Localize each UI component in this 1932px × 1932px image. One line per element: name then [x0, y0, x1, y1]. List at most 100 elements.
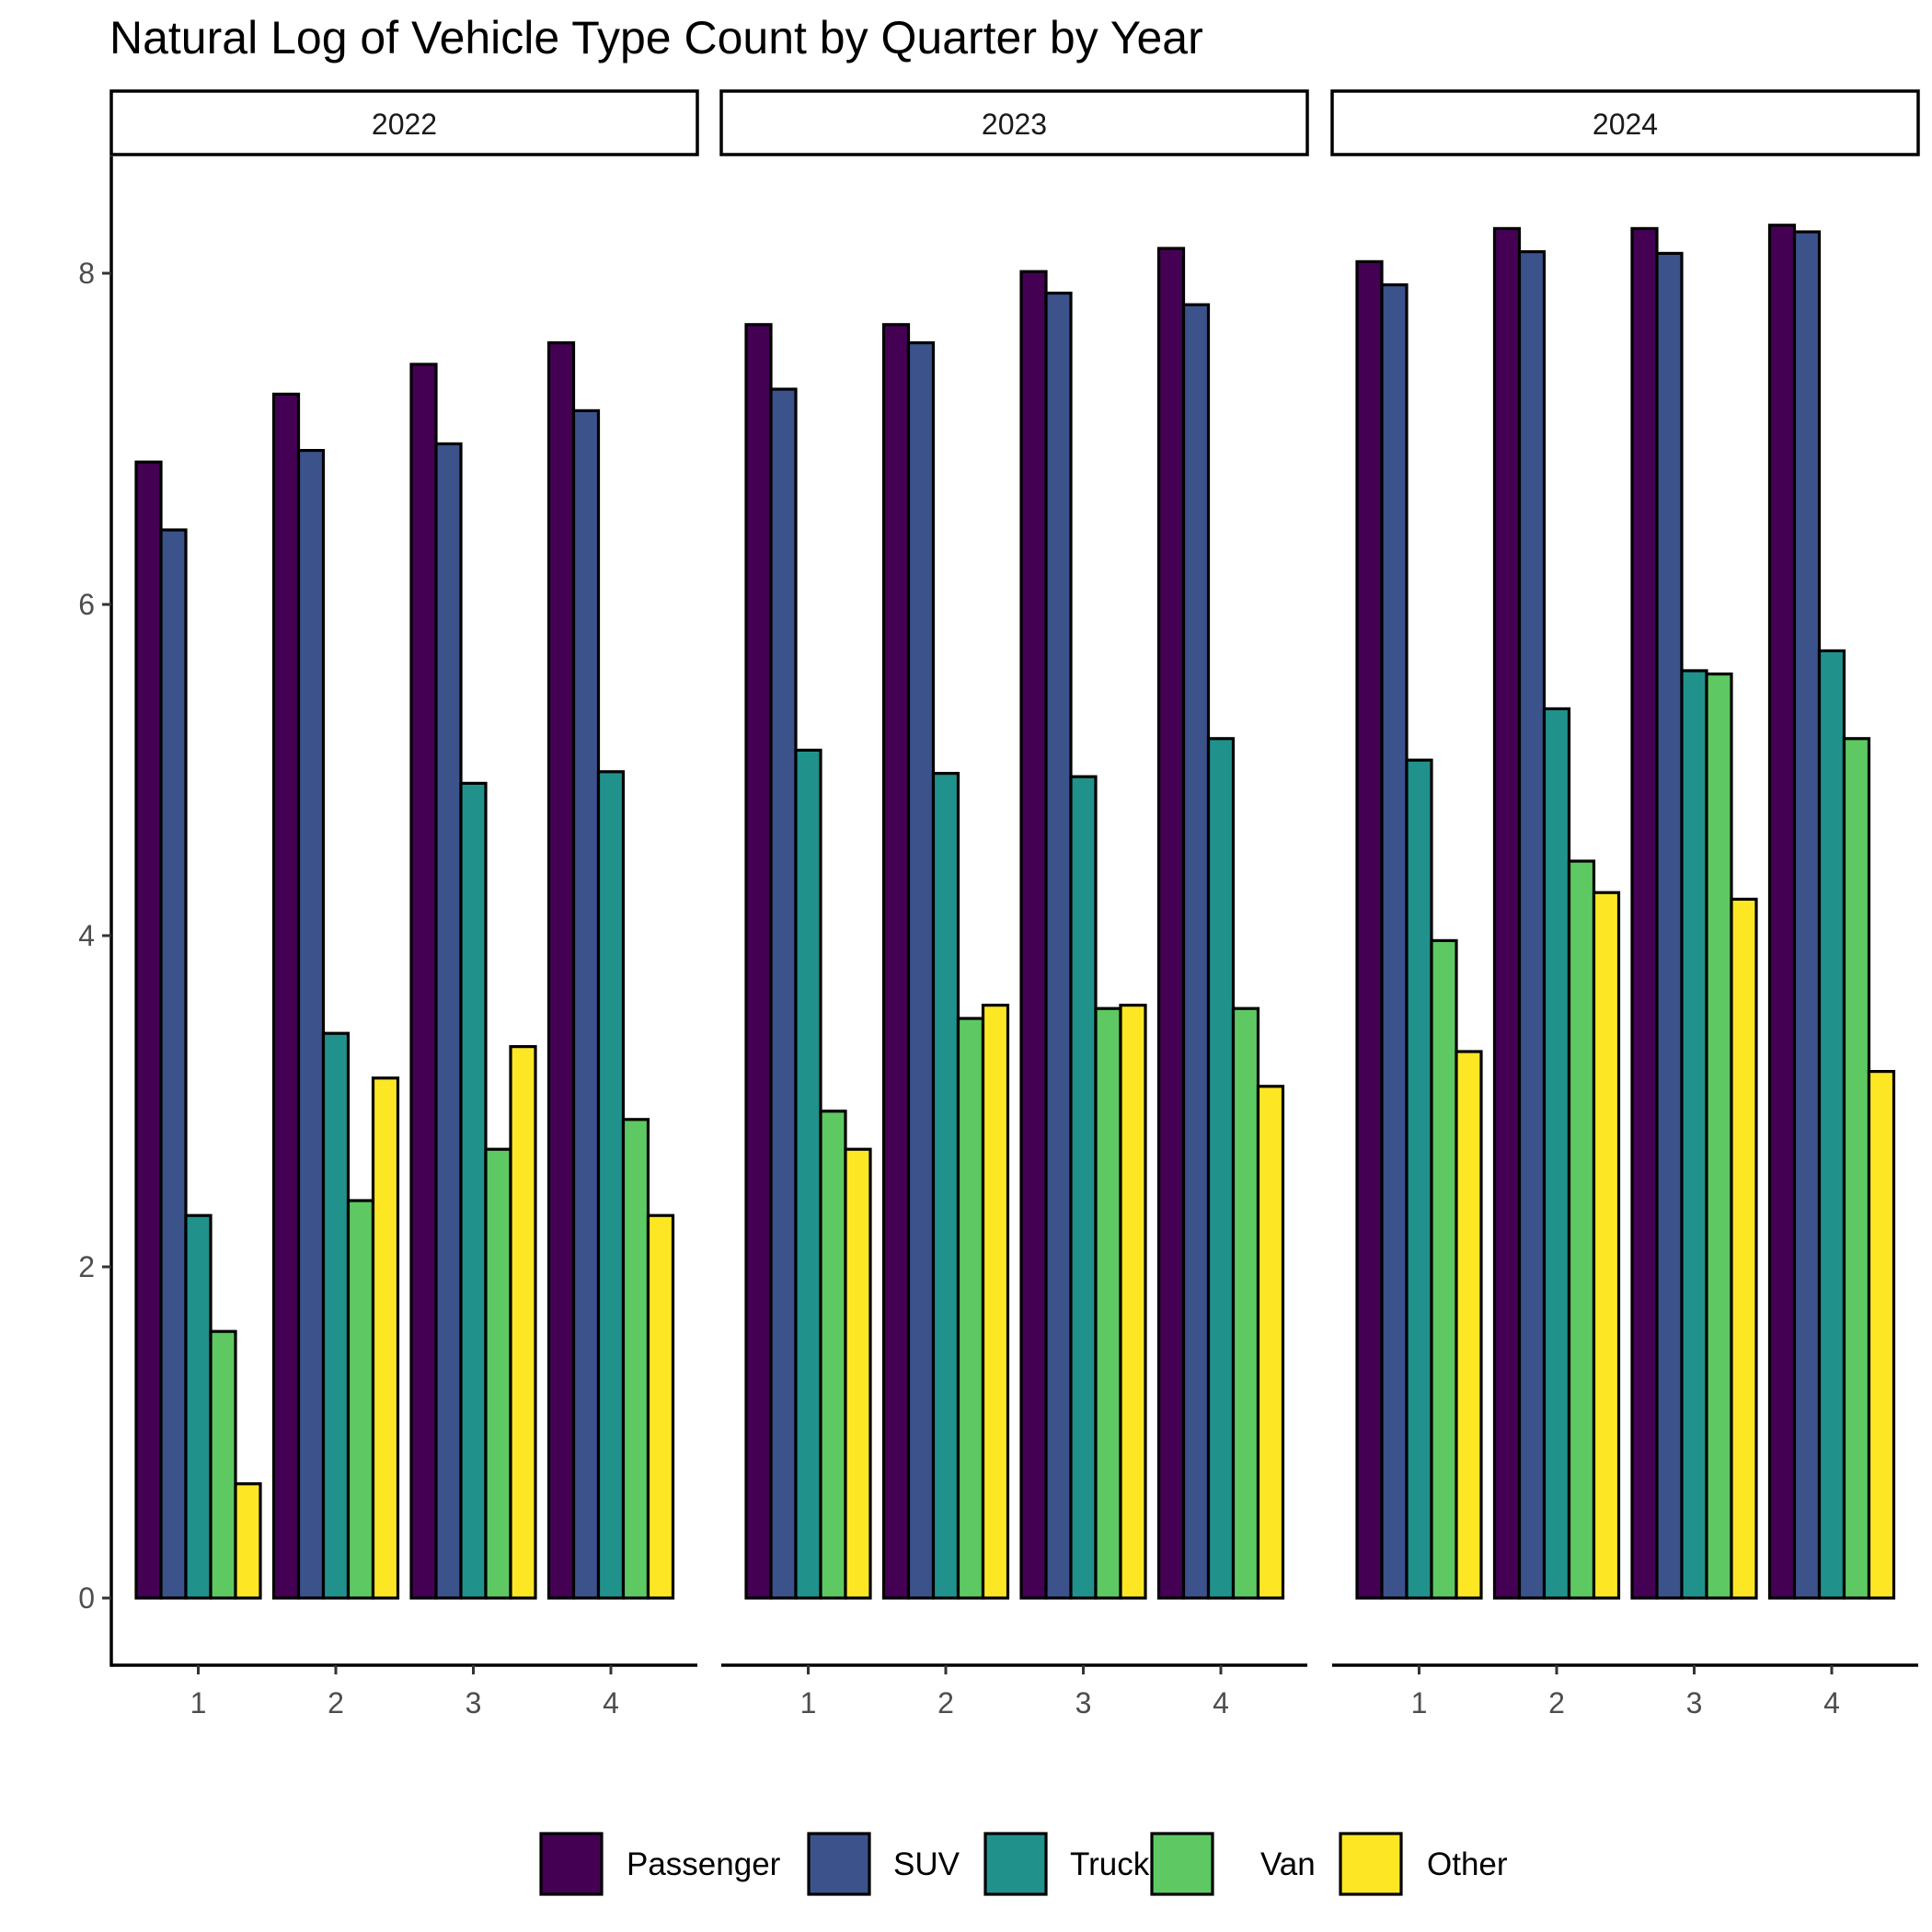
bar-2023-q3-van: [1094, 1006, 1122, 1600]
bar-2022-q4-truck: [596, 770, 626, 1600]
bar-2022-q2-other: [371, 1076, 400, 1600]
x-tick-label: 4: [1213, 1686, 1229, 1719]
bar-2023-q3-truck: [1069, 775, 1098, 1600]
legend-item-van: Van: [1150, 1832, 1316, 1896]
bar-2022-q3-van: [484, 1147, 512, 1600]
x-tick-label: 4: [603, 1686, 619, 1719]
x-tick-label: 2: [937, 1686, 954, 1719]
bar-2024-q4-other: [1867, 1069, 1896, 1600]
bar-2023-q4-passenger: [1156, 247, 1186, 1600]
bars-2022: [134, 341, 675, 1600]
bar-2024-q4-suv: [1792, 230, 1822, 1600]
bar-2023-q2-passenger: [881, 323, 911, 1600]
bar-2023-q1-suv: [769, 387, 798, 1600]
y-tick-label: 0: [78, 1581, 95, 1615]
bar-2022-q3-other: [509, 1044, 537, 1600]
bar-2022-q1-other: [234, 1482, 262, 1600]
bar-2022-q2-passenger: [271, 392, 301, 1600]
legend-key-van: [1150, 1832, 1214, 1896]
bar-2023-q3-suv: [1044, 292, 1073, 1600]
bar-2022-q4-suv: [571, 408, 601, 1600]
facet-strip-label: 2022: [372, 108, 437, 141]
legend-item-other: Other: [1339, 1832, 1508, 1896]
legend-label: SUV: [893, 1846, 960, 1882]
chart-title: Natural Log of Vehicle Type Count by Qua…: [109, 12, 1203, 63]
bar-2022-q2-van: [346, 1199, 375, 1600]
legend-item-passenger: Passenger: [539, 1832, 781, 1896]
bar-2024-q3-other: [1730, 897, 1758, 1600]
bar-2022-q3-suv: [434, 442, 463, 1600]
bars-2023: [744, 247, 1285, 1600]
bar-2024-q2-passenger: [1492, 226, 1522, 1600]
bar-2022-q3-truck: [459, 781, 488, 1600]
bar-2023-q4-other: [1256, 1085, 1285, 1600]
bar-2022-q2-suv: [296, 449, 326, 1600]
x-tick-label: 2: [328, 1686, 344, 1719]
bar-2023-q4-suv: [1181, 303, 1211, 1600]
facet-strip-2022: [109, 89, 699, 156]
bar-2023-q1-truck: [794, 748, 822, 1600]
bar-2024-q2-truck: [1542, 707, 1571, 1600]
bar-2022-q4-other: [646, 1213, 675, 1600]
bar-2024-q4-passenger: [1767, 224, 1797, 1600]
facet-panel-2022: 2022 1 2 3 4 0 2 4 6 8: [78, 89, 699, 1719]
bars-2024: [1355, 224, 1896, 1600]
bar-2023-q1-van: [819, 1110, 847, 1600]
bar-2022-q2-truck: [321, 1031, 351, 1600]
legend-key-suv: [807, 1832, 871, 1896]
y-tick-label: 6: [78, 588, 95, 621]
legend-key-truck: [983, 1832, 1048, 1896]
legend-label: Passenger: [627, 1846, 781, 1882]
facet-strip-2024: [1330, 89, 1920, 156]
bar-2024-q2-other: [1592, 891, 1621, 1600]
bar-2024-q4-truck: [1817, 649, 1846, 1600]
bar-2022-q1-van: [209, 1329, 237, 1600]
x-tick-label: 2: [1548, 1686, 1565, 1719]
bar-2023-q1-other: [844, 1147, 872, 1600]
x-tick-label: 4: [1823, 1686, 1840, 1719]
legend-item-suv: SUV: [807, 1832, 960, 1896]
bar-2023-q2-van: [956, 1017, 985, 1600]
legend-key-other: [1339, 1832, 1403, 1896]
y-tick-label: 4: [78, 919, 95, 952]
legend-item-truck: Truck: [983, 1832, 1150, 1896]
bar-2023-q1-passenger: [744, 323, 773, 1600]
bar-2024-q3-truck: [1680, 669, 1708, 1600]
x-tick-label: 1: [190, 1686, 207, 1719]
y-tick-label: 2: [78, 1250, 95, 1283]
x-tick-label: 3: [1686, 1686, 1703, 1719]
bar-2024-q1-van: [1430, 938, 1458, 1600]
bar-2023-q2-suv: [906, 341, 936, 1600]
bar-2023-q2-other: [981, 1003, 1010, 1600]
bar-2024-q4-van: [1842, 737, 1871, 1600]
facet-panels: 2022 1 2 3 4 0 2 4 6 8 2023 1 2 3 4 2024 1 2 3 4: [78, 89, 1920, 1719]
bar-2022-q1-suv: [159, 528, 188, 1600]
bar-2024-q1-passenger: [1355, 259, 1384, 1600]
facet-panel-2023: 2023 1 2 3 4: [719, 89, 1309, 1719]
bar-2024-q3-passenger: [1630, 226, 1659, 1600]
legend-key-passenger: [539, 1832, 604, 1896]
x-tick-label: 1: [800, 1686, 817, 1719]
bar-2024-q1-suv: [1380, 283, 1409, 1600]
x-tick-label: 3: [1075, 1686, 1092, 1719]
bar-2022-q3-passenger: [409, 362, 438, 1600]
bar-2023-q4-van: [1231, 1006, 1260, 1600]
bar-2024-q2-van: [1567, 859, 1596, 1600]
facet-strip-label: 2024: [1593, 108, 1658, 141]
x-tick-label: 3: [466, 1686, 482, 1719]
bar-2022-q1-passenger: [134, 460, 163, 1600]
bar-2023-q4-truck: [1206, 737, 1236, 1600]
bar-2024-q3-van: [1705, 672, 1733, 1600]
legend-label: Other: [1427, 1846, 1508, 1882]
facet-strip-2023: [719, 89, 1309, 156]
x-tick-label: 1: [1411, 1686, 1428, 1719]
bar-2022-q4-van: [621, 1118, 650, 1600]
bar-2022-q1-truck: [184, 1213, 213, 1600]
bar-2024-q1-other: [1455, 1050, 1483, 1600]
bar-2024-q1-truck: [1405, 758, 1433, 1600]
bar-2022-q4-passenger: [546, 341, 576, 1600]
y-tick-label: 8: [78, 257, 95, 290]
bar-2023-q3-passenger: [1019, 270, 1048, 1600]
